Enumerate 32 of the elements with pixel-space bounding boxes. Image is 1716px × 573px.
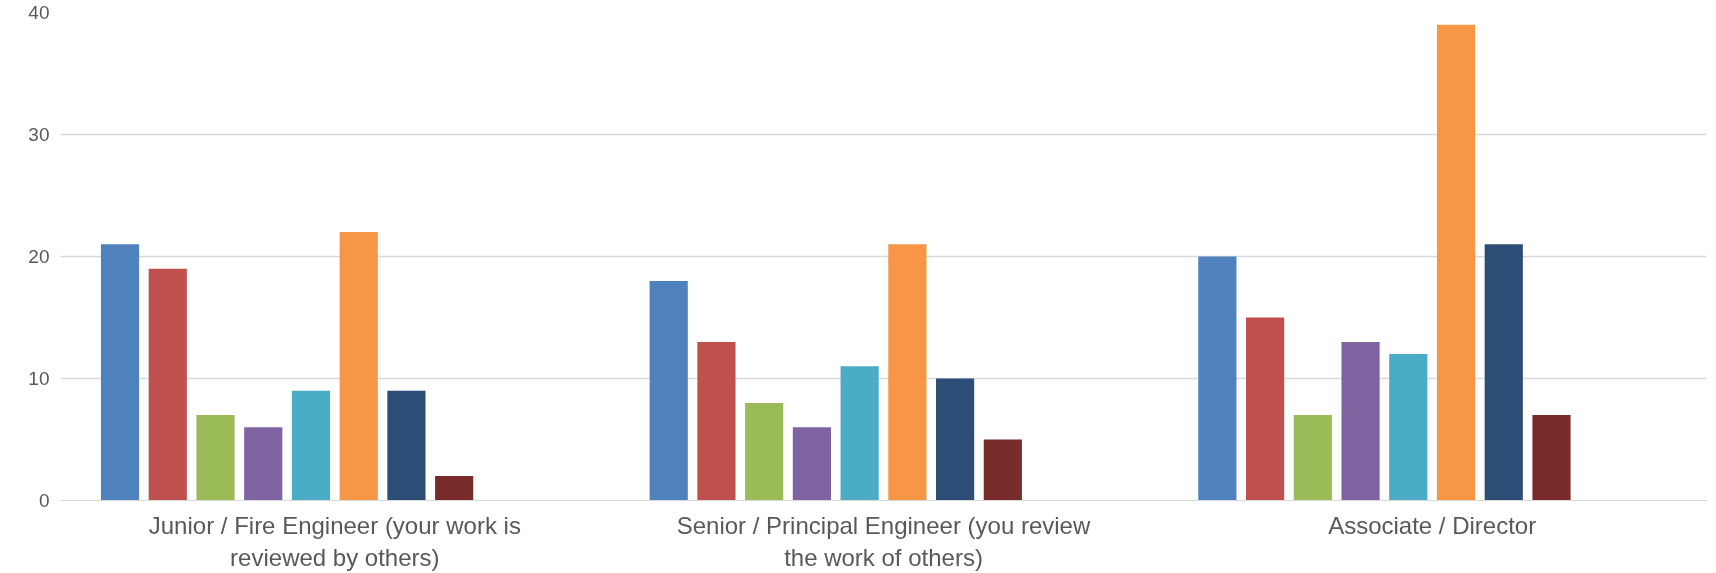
bar bbox=[649, 280, 688, 501]
bar bbox=[888, 244, 927, 501]
y-tick-label: 40 bbox=[28, 2, 50, 23]
y-tick-label: 30 bbox=[28, 124, 50, 145]
bar bbox=[339, 232, 378, 501]
y-tick-label: 20 bbox=[28, 246, 50, 267]
bar bbox=[1436, 24, 1476, 501]
bar bbox=[697, 341, 736, 501]
y-tick-label: 0 bbox=[38, 490, 50, 511]
bar bbox=[1389, 354, 1428, 501]
y-tick-label: 10 bbox=[28, 368, 50, 389]
bar bbox=[1532, 415, 1571, 501]
bar bbox=[387, 390, 426, 501]
bar bbox=[983, 439, 1022, 501]
x-tick-label: Associate / Director bbox=[1328, 511, 1537, 539]
bar bbox=[1293, 415, 1332, 501]
bar bbox=[1198, 256, 1237, 501]
bar bbox=[148, 268, 187, 501]
bar bbox=[1246, 317, 1285, 501]
bar bbox=[291, 390, 331, 501]
bar bbox=[435, 476, 474, 501]
bar bbox=[1484, 244, 1523, 501]
bar bbox=[1341, 341, 1380, 501]
bar bbox=[196, 415, 235, 501]
bar bbox=[745, 402, 784, 501]
bar bbox=[100, 244, 140, 501]
x-tick-label: Senior / Principal Engineer (you review the work of others) bbox=[676, 511, 1091, 571]
x-tick-label: Junior / Fire Engineer (your work is reviewed by others) bbox=[148, 511, 521, 571]
bar bbox=[936, 378, 975, 501]
bar bbox=[792, 427, 831, 501]
bar bbox=[244, 427, 283, 501]
bar bbox=[840, 366, 879, 501]
